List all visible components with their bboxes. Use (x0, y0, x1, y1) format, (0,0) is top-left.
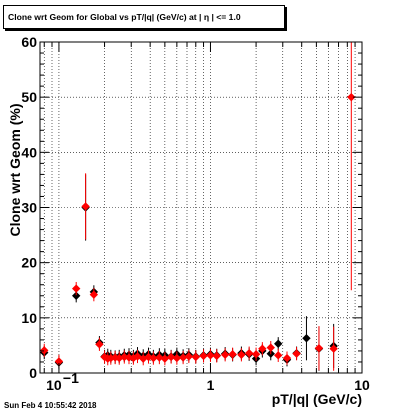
data-marker (95, 340, 104, 349)
data-marker (199, 351, 208, 361)
data-marker (314, 343, 324, 353)
x-tick-label: 10 (46, 377, 62, 393)
data-series (40, 42, 356, 371)
data-point (302, 316, 311, 361)
data-marker (184, 352, 194, 361)
data-point (40, 343, 49, 358)
data-marker (228, 350, 237, 359)
chart-title: Clone wrt Geom for Global vs pT/|q| (GeV… (3, 5, 285, 29)
y-tick-label: 0 (29, 365, 37, 381)
data-point (81, 173, 90, 240)
data-marker (149, 353, 158, 363)
data-marker (292, 349, 301, 358)
data-marker (237, 350, 246, 359)
data-point (212, 349, 221, 363)
x-tick-label-exponent: −1 (63, 370, 79, 386)
data-point (244, 346, 254, 360)
x-tick-label: 10 (354, 377, 370, 393)
data-point (178, 350, 188, 365)
data-marker (191, 352, 200, 362)
data-point (228, 347, 237, 361)
data-point (266, 341, 275, 355)
data-point (258, 342, 267, 356)
data-point (237, 348, 246, 362)
y-tick-label: 50 (21, 89, 37, 105)
y-tick-label: 60 (21, 34, 37, 50)
data-point (282, 351, 292, 365)
y-tick-label: 40 (21, 144, 37, 160)
data-marker (244, 348, 254, 358)
data-point (199, 349, 208, 363)
data-point (314, 326, 324, 371)
data-marker (274, 339, 283, 348)
data-point (149, 351, 158, 365)
data-marker (71, 284, 81, 293)
data-point (274, 337, 283, 351)
data-marker (282, 353, 292, 363)
data-marker (329, 344, 338, 353)
data-marker (212, 351, 221, 361)
data-marker (155, 353, 164, 362)
data-marker (274, 351, 283, 360)
data-marker (160, 354, 170, 363)
data-point (347, 42, 356, 291)
data-point (89, 288, 99, 302)
data-marker (172, 353, 182, 363)
data-point (206, 348, 215, 362)
data-point (329, 326, 338, 371)
data-marker (89, 290, 99, 299)
data-marker (40, 346, 49, 355)
data-point (274, 348, 283, 362)
data-marker (54, 357, 64, 366)
data-marker (220, 350, 230, 359)
data-point (166, 350, 176, 364)
data-marker (302, 334, 311, 343)
x-tick-label: 1 (207, 377, 215, 393)
data-marker (206, 351, 215, 360)
data-point (251, 347, 261, 361)
data-point (191, 350, 200, 364)
data-marker (266, 343, 275, 352)
data-point (292, 347, 301, 361)
data-point (172, 351, 182, 365)
data-marker (81, 202, 90, 211)
data-marker (347, 92, 356, 102)
data-point (155, 350, 164, 365)
data-point (160, 352, 170, 366)
x-axis-label: pT/|q| (GeV/c) (271, 391, 362, 407)
data-marker (258, 344, 267, 353)
timestamp: Sun Feb 4 10:55:42 2018 (4, 401, 97, 410)
data-marker (251, 350, 261, 359)
y-tick-label: 30 (21, 200, 37, 216)
data-point (95, 337, 104, 351)
data-marker (71, 291, 81, 300)
y-axis-label: Clone wrt Geom (%) (7, 103, 23, 237)
grid-lines (40, 42, 363, 373)
data-marker (166, 352, 176, 362)
data-point (71, 281, 81, 296)
y-tick-label: 10 (21, 310, 37, 326)
data-marker (178, 353, 188, 362)
data-point (184, 349, 194, 364)
y-tick-label: 20 (21, 255, 37, 271)
data-point (220, 348, 230, 362)
